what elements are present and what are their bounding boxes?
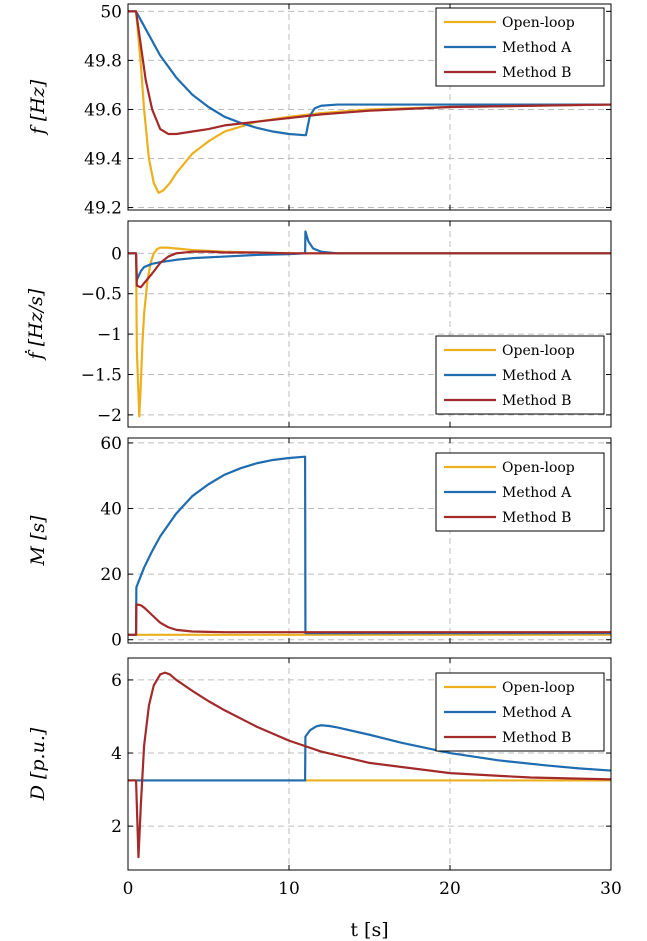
y-tick-label: 40 <box>100 500 122 520</box>
series-line-method-a <box>128 10 611 137</box>
y-axis-label: M [s] <box>27 515 49 567</box>
plot-frame <box>127 657 612 871</box>
legend: Open-loop Method A Method B <box>435 335 605 415</box>
panel-fdot: 0 −0.5 −1 −1.5 −2 ḟ [Hz/s] Open-loop Method A Me… <box>24 220 612 428</box>
y-tick-label: −1 <box>97 325 122 345</box>
legend-label: Method A <box>502 40 572 56</box>
x-axis-label: t [s] <box>350 919 388 941</box>
panel-f: 49.2 49.4 49.6 49.8 50 f [Hz] Open-loop Method … <box>27 2 612 219</box>
x-tick-label: 30 <box>600 879 622 899</box>
panel-m: 0 20 40 60 M [s] Open-loop Method A Method B <box>27 434 612 651</box>
y-tick-label: 49.6 <box>84 100 122 120</box>
legend-label: Method A <box>502 485 572 501</box>
x-tick-label: 0 <box>123 879 134 899</box>
series-line-method-b <box>128 603 611 636</box>
plot-frame <box>127 437 612 644</box>
y-tick-label: 2 <box>111 817 122 837</box>
legend-label: Method A <box>502 705 572 721</box>
y-tick-label: 49.2 <box>84 199 122 219</box>
y-tick-label: 6 <box>111 671 122 691</box>
y-tick-label: 0 <box>111 631 122 651</box>
series-line-method-a <box>128 724 611 782</box>
legend-label: Open-loop <box>502 680 575 696</box>
series-line-method-a <box>128 455 611 636</box>
series-line-method-a <box>128 230 611 282</box>
legend: Open-loop Method A Method B <box>435 452 605 532</box>
y-tick-label: −2 <box>97 406 122 426</box>
y-tick-label: 60 <box>100 434 122 454</box>
legend-label: Open-loop <box>502 460 575 476</box>
legend: Open-loop Method A Method B <box>435 7 605 87</box>
legend-label: Method B <box>502 510 571 526</box>
series-line-method-b <box>128 671 611 859</box>
legend-label: Method B <box>502 393 571 409</box>
y-tick-label: 49.4 <box>84 150 122 170</box>
legend-label: Method B <box>502 730 571 746</box>
x-tick-label: 20 <box>439 879 461 899</box>
legend-label: Method A <box>502 368 572 384</box>
legend-label: Open-loop <box>502 343 575 359</box>
legend-label: Open-loop <box>502 15 575 31</box>
y-axis-label: D [p.u.] <box>27 727 49 801</box>
y-axis-label: f [Hz] <box>27 79 49 136</box>
panel-d: 2 4 6 D [p.u.] Open-loop Method A Method B <box>27 657 612 871</box>
y-axis-label: ḟ [Hz/s] <box>24 288 47 361</box>
legend: Open-loop Method A Method B <box>435 672 605 752</box>
y-tick-label: 0 <box>111 244 122 264</box>
y-tick-label: 49.8 <box>84 51 122 71</box>
chart-panels: 49.2 49.4 49.6 49.8 50 f [Hz] Open-loop Method … <box>24 2 612 871</box>
y-tick-label: 4 <box>111 744 122 764</box>
series-line-method-b <box>128 10 611 136</box>
shared-x-axis: 0 10 20 30 t [s] <box>123 879 622 941</box>
legend-label: Method B <box>502 65 571 81</box>
plot-frame <box>127 220 612 428</box>
series-line-open-loop <box>128 10 611 194</box>
series-line-method-b <box>128 250 611 289</box>
y-tick-label: −1.5 <box>81 365 122 385</box>
y-tick-label: −0.5 <box>81 285 122 305</box>
x-tick-label: 10 <box>278 879 300 899</box>
y-tick-label: 50 <box>100 2 122 22</box>
plot-frame <box>127 3 612 211</box>
y-tick-label: 20 <box>100 565 122 585</box>
